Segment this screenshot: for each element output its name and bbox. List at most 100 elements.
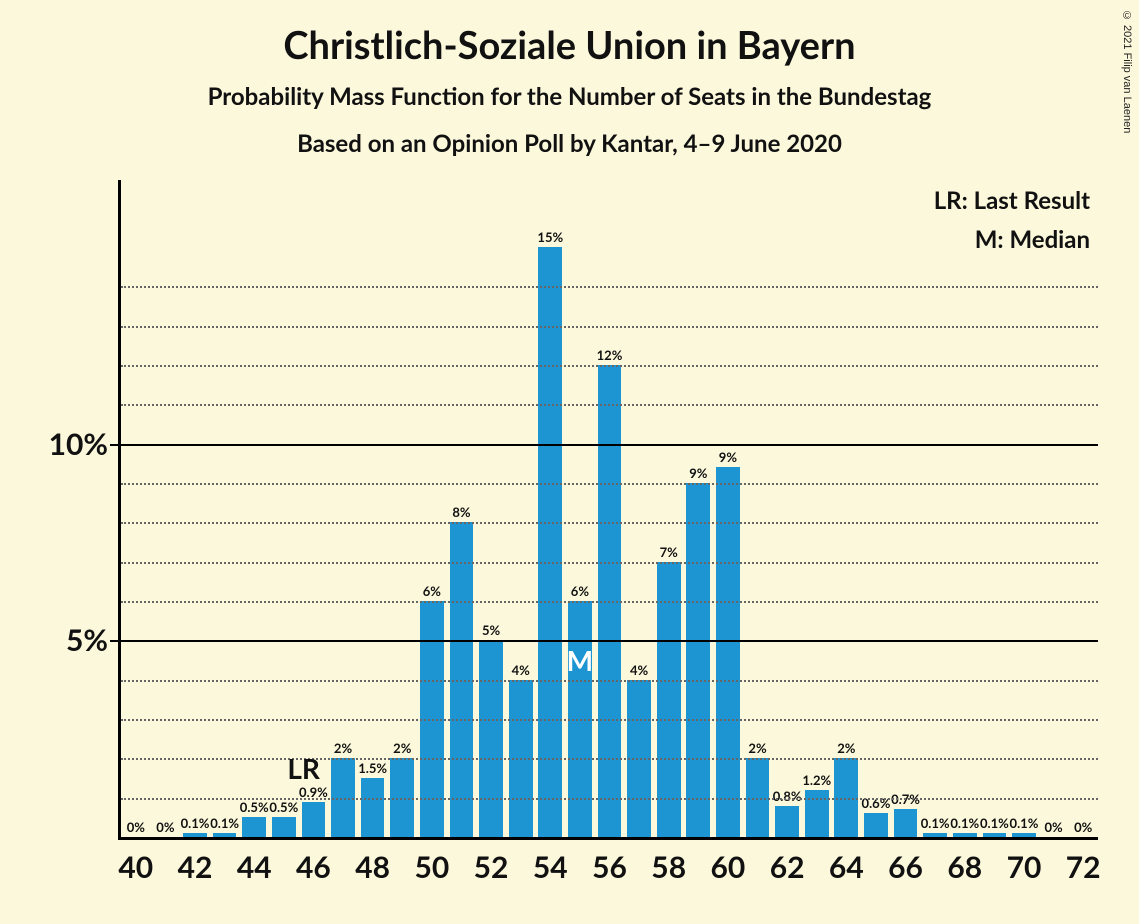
bar (302, 802, 326, 837)
x-tick-label: 40 (118, 849, 153, 885)
bar-value-label: 4% (630, 662, 648, 678)
bar (242, 817, 266, 837)
bar-value-label: 1.2% (802, 772, 831, 788)
gridline-major (121, 444, 1098, 446)
bar-slot: 0% (1039, 180, 1069, 837)
bar-value-label: 1.5% (358, 760, 387, 776)
x-tick-label: 42 (178, 849, 213, 885)
y-tick-mark (110, 640, 118, 642)
marker-median: M (567, 643, 593, 677)
bar (983, 833, 1007, 837)
bar (686, 483, 710, 837)
bar-value-label: 6% (423, 583, 441, 599)
bar-value-label: 0.5% (269, 799, 298, 815)
gridline-minor (121, 365, 1098, 367)
x-tick-label: 72 (1066, 849, 1101, 885)
bar (479, 640, 503, 837)
bar (923, 833, 947, 837)
chart-subtitle-1: Probability Mass Function for the Number… (0, 82, 1139, 111)
x-tick-label: 54 (533, 849, 568, 885)
bar-value-label: 5% (482, 622, 500, 638)
bar (953, 833, 977, 837)
bar-slot: 9% (684, 180, 714, 837)
bar-value-label: 0% (1044, 819, 1062, 835)
x-tick-label: 44 (237, 849, 272, 885)
bar-value-label: 4% (512, 662, 530, 678)
bar-value-label: 2% (748, 740, 766, 756)
gridline-minor (121, 601, 1098, 603)
bar-slot: 0.1% (210, 180, 240, 837)
gridline-minor (121, 798, 1098, 800)
bar-value-label: 2% (837, 740, 855, 756)
gridline-minor (121, 404, 1098, 406)
bar-slot: 8% (447, 180, 477, 837)
x-tick-label: 60 (711, 849, 746, 885)
x-tick-label: 52 (474, 849, 509, 885)
gridline-minor (121, 758, 1098, 760)
gridline-minor (121, 483, 1098, 485)
bar-value-label: 0% (127, 819, 145, 835)
x-tick-label: 46 (296, 849, 331, 885)
bar-slot: 0.1%42 (180, 180, 210, 837)
x-tick-label: 64 (829, 849, 864, 885)
chart-title: Christlich-Soziale Union in Bayern (0, 22, 1139, 68)
bar-value-label: 6% (571, 583, 589, 599)
x-tick-label: 58 (651, 849, 686, 885)
x-tick-label: 68 (947, 849, 982, 885)
bar-value-label: 0.1% (1010, 815, 1039, 831)
bar-slot: 0.7%66 (891, 180, 921, 837)
bar-value-label: 7% (660, 544, 678, 560)
x-tick-label: 70 (1007, 849, 1042, 885)
bar-slot: 2% (743, 180, 773, 837)
bar-value-label: 9% (689, 465, 707, 481)
chart-subtitle-2: Based on an Opinion Poll by Kantar, 4–9 … (0, 129, 1139, 158)
bar (894, 809, 918, 837)
bars-container: 0%400%0.1%420.1%0.5%440.5%0.9%462%1.5%48… (121, 180, 1098, 837)
bar-slot: 1.5%48 (358, 180, 388, 837)
gridline-minor (121, 719, 1098, 721)
bar-value-label: 0.1% (210, 815, 239, 831)
bar (538, 247, 562, 837)
bar-slot: 12%56 (595, 180, 625, 837)
bar-slot: 0.1% (980, 180, 1010, 837)
marker-last-result: LR (287, 751, 320, 785)
bar-slot: 0.5%44 (239, 180, 269, 837)
bar-value-label: 0.1% (950, 815, 979, 831)
bar-slot: 0%72 (1068, 180, 1098, 837)
bar-value-label: 0.8% (773, 788, 802, 804)
gridline-minor (121, 286, 1098, 288)
bar-slot: 6%50 (417, 180, 447, 837)
bar-value-label: 0.5% (240, 799, 269, 815)
bar-value-label: 0.1% (980, 815, 1009, 831)
bar (864, 813, 888, 837)
bar-slot: 0.9%46 (299, 180, 329, 837)
chart-titles: Christlich-Soziale Union in Bayern Proba… (0, 0, 1139, 158)
bar-value-label: 12% (597, 347, 623, 363)
bar (1012, 833, 1036, 837)
gridline-minor (121, 680, 1098, 682)
gridline-minor (121, 326, 1098, 328)
y-tick-mark (110, 444, 118, 446)
bar-slot: 0.8%62 (772, 180, 802, 837)
bar-slot: 2% (387, 180, 417, 837)
gridline-minor (121, 562, 1098, 564)
bar-slot: 15%54 (535, 180, 565, 837)
bar-slot: 2% (328, 180, 358, 837)
bar-slot: 0.1%68 (950, 180, 980, 837)
bar-value-label: 0% (1074, 819, 1092, 835)
x-tick-label: 48 (355, 849, 390, 885)
y-tick-label: 5% (18, 622, 108, 658)
bar-value-label: 0% (156, 819, 174, 835)
x-axis (118, 837, 1098, 840)
x-tick-label: 56 (592, 849, 627, 885)
bar (361, 778, 385, 837)
bar-slot: 0.1%70 (1009, 180, 1039, 837)
bar-value-label: 15% (537, 229, 563, 245)
bar-slot: 9%60 (713, 180, 743, 837)
bar-value-label: 2% (334, 740, 352, 756)
bar-slot: 4% (506, 180, 536, 837)
bar (272, 817, 296, 837)
bar-value-label: 9% (719, 449, 737, 465)
bar-value-label: 0.1% (921, 815, 950, 831)
chart-plot-area: LR: Last Result M: Median 0%400%0.1%420.… (118, 180, 1098, 840)
